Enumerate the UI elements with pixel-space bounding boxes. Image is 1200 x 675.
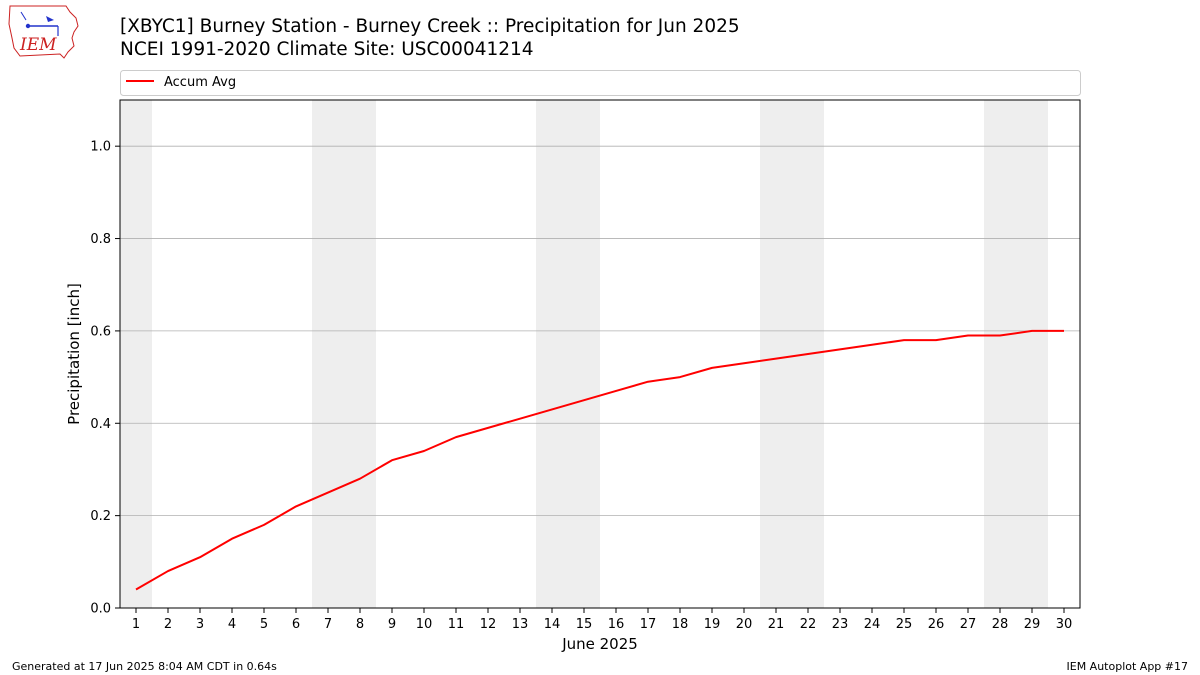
x-tick-label-18: 18 — [672, 617, 689, 632]
x-tick-label-25: 25 — [896, 617, 913, 632]
x-tick-label-27: 27 — [960, 617, 977, 632]
x-tick-label-15: 15 — [576, 617, 593, 632]
x-tick-label-7: 7 — [324, 617, 332, 632]
weekend-band-day-7 — [312, 100, 344, 608]
legend-label-accum-avg: Accum Avg — [164, 75, 236, 90]
y-tick-label-0.4: 0.4 — [90, 417, 111, 432]
generated-timestamp: Generated at 17 Jun 2025 8:04 AM CDT in … — [12, 660, 277, 673]
x-tick-label-16: 16 — [608, 617, 625, 632]
logo-text: IEM — [19, 35, 57, 55]
y-tick-label-0.6: 0.6 — [90, 324, 111, 339]
x-tick-label-14: 14 — [544, 617, 561, 632]
x-tick-label-8: 8 — [356, 617, 364, 632]
x-tick-label-3: 3 — [196, 617, 204, 632]
x-tick-label-29: 29 — [1024, 617, 1041, 632]
x-axis: 1 2 3 4 5 6 7 8 9 10 11 12 13 14 15 16 17 18 19 20 21 22 23 24 2… — [132, 608, 1072, 632]
weekend-bands — [120, 100, 1048, 608]
weekend-band-day-28 — [984, 100, 1016, 608]
x-tick-label-12: 12 — [480, 617, 497, 632]
x-tick-label-11: 11 — [448, 617, 465, 632]
y-tick-label-0: 0.0 — [90, 602, 111, 617]
chart-title-line-1: [XBYC1] Burney Station - Burney Creek ::… — [120, 16, 740, 37]
x-tick-label-17: 17 — [640, 617, 657, 632]
x-tick-label-26: 26 — [928, 617, 945, 632]
y-tick-label-0.2: 0.2 — [90, 509, 111, 524]
x-tick-label-19: 19 — [704, 617, 721, 632]
legend: Accum Avg — [120, 70, 1081, 96]
x-tick-label-6: 6 — [292, 617, 300, 632]
x-tick-label-9: 9 — [388, 617, 396, 632]
y-axis: 0.0 0.2 0.4 0.6 0.8 1.0 — [90, 140, 120, 617]
iem-logo: IEM — [8, 5, 79, 59]
x-tick-label-5: 5 — [260, 617, 268, 632]
x-tick-label-4: 4 — [228, 617, 236, 632]
autoplot-app-label: IEM Autoplot App #17 — [1066, 660, 1189, 673]
x-tick-label-21: 21 — [768, 617, 785, 632]
x-tick-label-22: 22 — [800, 617, 817, 632]
weekend-band-day-21 — [760, 100, 792, 608]
x-tick-label-30: 30 — [1056, 617, 1073, 632]
x-tick-label-2: 2 — [164, 617, 172, 632]
y-axis-label: Precipitation [inch] — [65, 283, 83, 425]
plot-frame — [119, 99, 1081, 609]
series-line-accum-avg — [135, 329, 1064, 591]
x-tick-label-10: 10 — [416, 617, 433, 632]
x-tick-label-1: 1 — [132, 617, 140, 632]
x-tick-label-20: 20 — [736, 617, 753, 632]
weekend-band-day-8 — [344, 100, 376, 608]
weekend-band-day-14 — [536, 100, 568, 608]
weekend-band-day-29 — [1016, 100, 1048, 608]
y-tick-label-1: 1.0 — [90, 140, 111, 155]
y-tick-label-0.8: 0.8 — [90, 232, 111, 247]
weekend-band-day-1 — [120, 100, 152, 608]
weekend-band-day-15 — [568, 100, 600, 608]
x-tick-label-24: 24 — [864, 617, 881, 632]
x-axis-label: June 2025 — [561, 635, 638, 653]
x-tick-label-23: 23 — [832, 617, 849, 632]
series-group — [135, 329, 1064, 591]
legend-box — [120, 70, 1081, 96]
x-tick-label-13: 13 — [512, 617, 529, 632]
chart-title-line-2: NCEI 1991-2020 Climate Site: USC00041214 — [120, 39, 534, 60]
x-tick-label-28: 28 — [992, 617, 1009, 632]
